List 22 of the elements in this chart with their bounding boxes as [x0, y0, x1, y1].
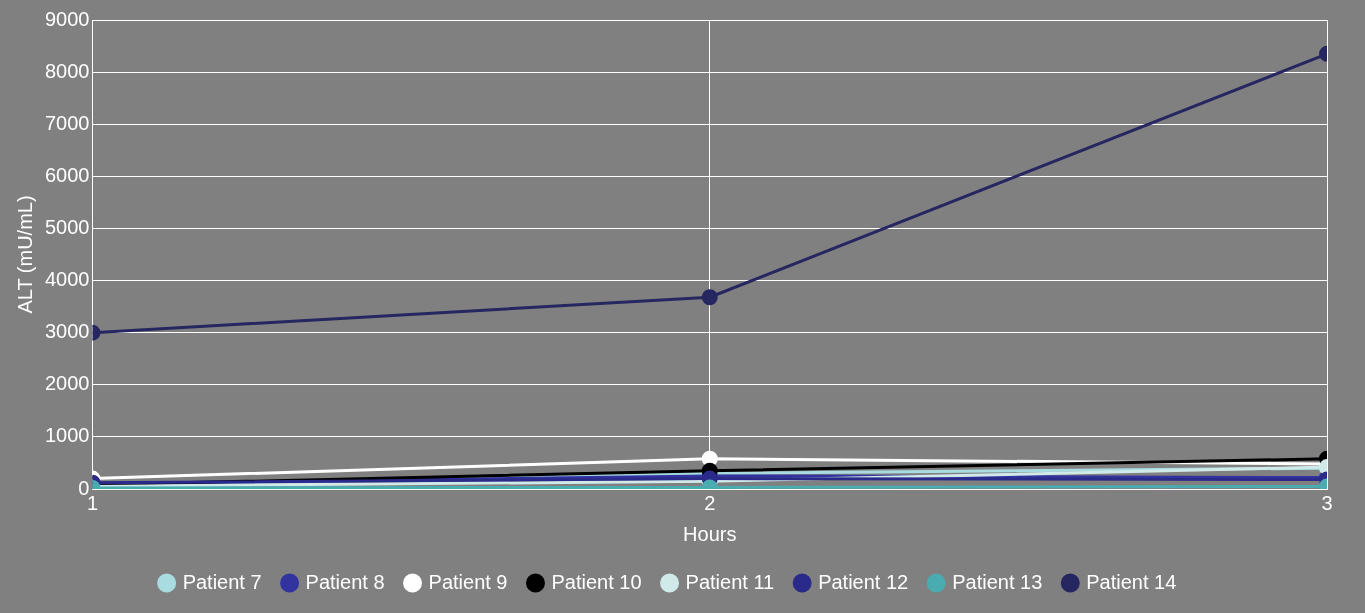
legend-label: Patient 13: [952, 570, 1043, 593]
x-axis-title: Hours: [683, 522, 737, 545]
x-tick-label: 2: [704, 491, 716, 514]
y-tick-label: 2000: [44, 372, 90, 395]
y-tick-label: 5000: [44, 215, 90, 238]
y-tick-label: 4000: [44, 268, 90, 291]
legend-label: Patient 11: [685, 570, 775, 593]
y-tick-label: 3000: [44, 320, 90, 343]
legend-label: Patient 8: [305, 570, 385, 593]
y-axis-title: ALT (mU/mL): [13, 195, 36, 314]
y-tick-label: 0: [78, 476, 90, 499]
y-tick-label: 1000: [44, 424, 90, 447]
legend-label: Patient 10: [551, 570, 642, 593]
y-tick-label: 7000: [44, 111, 90, 134]
legend-label: Patient 9: [428, 570, 508, 593]
legend-label: Patient 12: [818, 570, 909, 593]
x-tick-label: 3: [1321, 491, 1333, 514]
legend-label: Patient 14: [1086, 570, 1177, 593]
y-tick-label: 8000: [44, 59, 90, 82]
y-tick-label: 6000: [44, 163, 90, 186]
y-tick-label: 9000: [44, 7, 90, 30]
legend-label: Patient 7: [182, 570, 262, 593]
